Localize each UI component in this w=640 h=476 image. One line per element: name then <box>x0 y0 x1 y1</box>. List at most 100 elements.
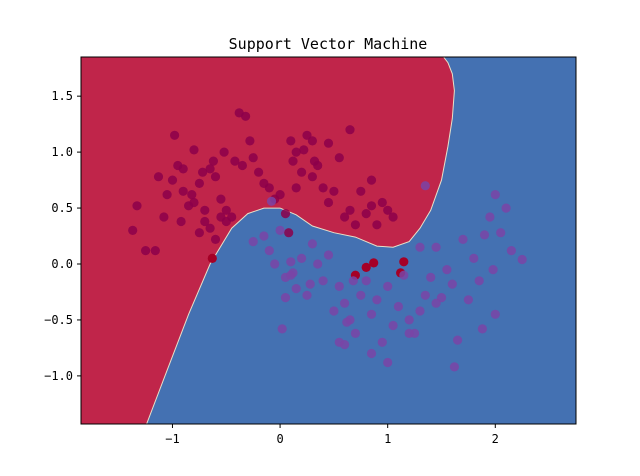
data-point-class-1 <box>469 253 479 263</box>
y-axis: −1.0 −0.5 0.0 0.5 1.0 1.5 <box>44 89 81 383</box>
data-point-class-0 <box>208 156 218 166</box>
data-point-class-0 <box>189 197 199 208</box>
data-point-class-1 <box>372 295 382 305</box>
data-point-class-1 <box>275 225 285 235</box>
data-point-class-0 <box>167 175 178 185</box>
data-points <box>128 108 527 372</box>
data-point-class-0 <box>254 167 264 177</box>
data-point-class-1 <box>307 239 317 249</box>
y-tick-label: −0.5 <box>44 313 73 327</box>
data-point-class-0 <box>205 223 215 233</box>
data-point-class-0 <box>350 220 360 230</box>
data-point-class-1 <box>277 324 287 334</box>
data-point-class-1 <box>447 279 457 289</box>
data-point-class-0 <box>178 186 188 196</box>
data-point-class-0 <box>221 205 231 215</box>
data-point-class-1 <box>490 309 500 319</box>
data-point-class-1 <box>463 295 473 305</box>
data-point-class-1 <box>291 284 301 294</box>
data-point-class-1 <box>506 246 516 256</box>
data-point-class-0 <box>323 138 334 148</box>
data-point-class-0 <box>291 147 301 157</box>
y-tick-label: −1.0 <box>44 369 73 383</box>
data-point-class-1 <box>286 257 296 267</box>
data-point-class-0 <box>361 209 371 219</box>
data-point-class-0 <box>345 205 355 215</box>
data-point-class-1 <box>280 293 291 303</box>
data-point-class-1 <box>340 298 350 308</box>
data-point-class-1 <box>342 317 352 327</box>
data-point-class-1 <box>404 328 414 338</box>
data-point-class-1 <box>334 281 344 291</box>
chart-title: Support Vector Machine <box>229 35 428 53</box>
data-point-class-0 <box>237 160 247 171</box>
data-point-class-0 <box>205 164 215 174</box>
data-point-class-0 <box>245 136 255 146</box>
data-point-class-0 <box>162 190 172 200</box>
data-point-class-0 <box>128 225 138 235</box>
data-point-class-1 <box>458 234 468 244</box>
data-point-class-1 <box>297 253 307 263</box>
data-point-class-1 <box>348 276 358 286</box>
misclassified-point-class-0 <box>399 257 409 267</box>
data-point-class-0 <box>210 172 221 182</box>
data-point-class-0 <box>200 205 210 215</box>
data-point-class-0 <box>307 136 317 146</box>
data-point-class-1 <box>399 270 409 280</box>
data-point-class-1 <box>286 270 296 280</box>
data-point-class-0 <box>150 246 160 256</box>
data-point-class-1 <box>420 290 430 300</box>
data-point-class-0 <box>200 216 210 227</box>
misclassified-point-class-0 <box>369 258 379 268</box>
data-point-class-0 <box>189 145 199 155</box>
data-point-class-1 <box>377 337 387 347</box>
misclassified-point-class-0 <box>207 253 217 263</box>
data-point-class-0 <box>219 147 229 157</box>
data-point-class-0 <box>194 178 204 188</box>
data-point-class-0 <box>216 194 226 204</box>
data-point-class-1 <box>388 320 398 331</box>
data-point-class-1 <box>404 315 414 325</box>
x-tick-label: 1 <box>384 432 391 446</box>
data-point-class-0 <box>377 197 387 208</box>
data-point-class-0 <box>230 156 240 166</box>
data-point-class-0 <box>318 183 328 193</box>
data-point-class-0 <box>159 212 169 222</box>
data-point-class-0 <box>194 228 204 238</box>
data-point-class-0 <box>210 234 221 244</box>
data-point-class-0 <box>248 153 258 163</box>
data-point-class-1 <box>431 242 441 252</box>
data-point-class-1 <box>259 231 269 241</box>
data-point-class-1 <box>496 228 506 238</box>
x-tick-label: 0 <box>276 432 283 446</box>
data-point-class-0 <box>323 197 334 208</box>
data-point-class-1 <box>501 203 511 213</box>
data-point-class-0 <box>141 246 151 256</box>
data-point-class-1 <box>313 259 323 269</box>
data-point-class-0 <box>291 183 301 193</box>
x-tick-label: 2 <box>492 432 499 446</box>
data-point-class-0 <box>366 201 377 211</box>
data-point-class-0 <box>198 167 208 177</box>
plot-area <box>81 57 576 424</box>
data-point-class-1 <box>318 276 328 286</box>
data-point-class-0 <box>307 172 317 182</box>
data-point-class-1 <box>383 281 393 291</box>
data-point-class-0 <box>313 160 323 171</box>
data-point-class-1 <box>449 362 459 372</box>
data-point-class-0 <box>132 201 142 211</box>
data-point-class-0 <box>345 125 355 135</box>
misclassified-point-class-0 <box>361 262 371 272</box>
data-point-class-1 <box>415 242 425 252</box>
y-tick-label: 1.0 <box>51 145 73 159</box>
data-point-class-1 <box>442 265 452 275</box>
data-point-class-0 <box>388 212 398 222</box>
data-point-class-0 <box>178 164 188 174</box>
data-point-class-0 <box>280 209 291 219</box>
data-point-class-0 <box>170 130 180 140</box>
data-point-class-1 <box>356 290 366 300</box>
data-point-class-0 <box>334 153 344 163</box>
data-point-class-0 <box>356 186 366 196</box>
data-point-class-0 <box>264 183 274 193</box>
